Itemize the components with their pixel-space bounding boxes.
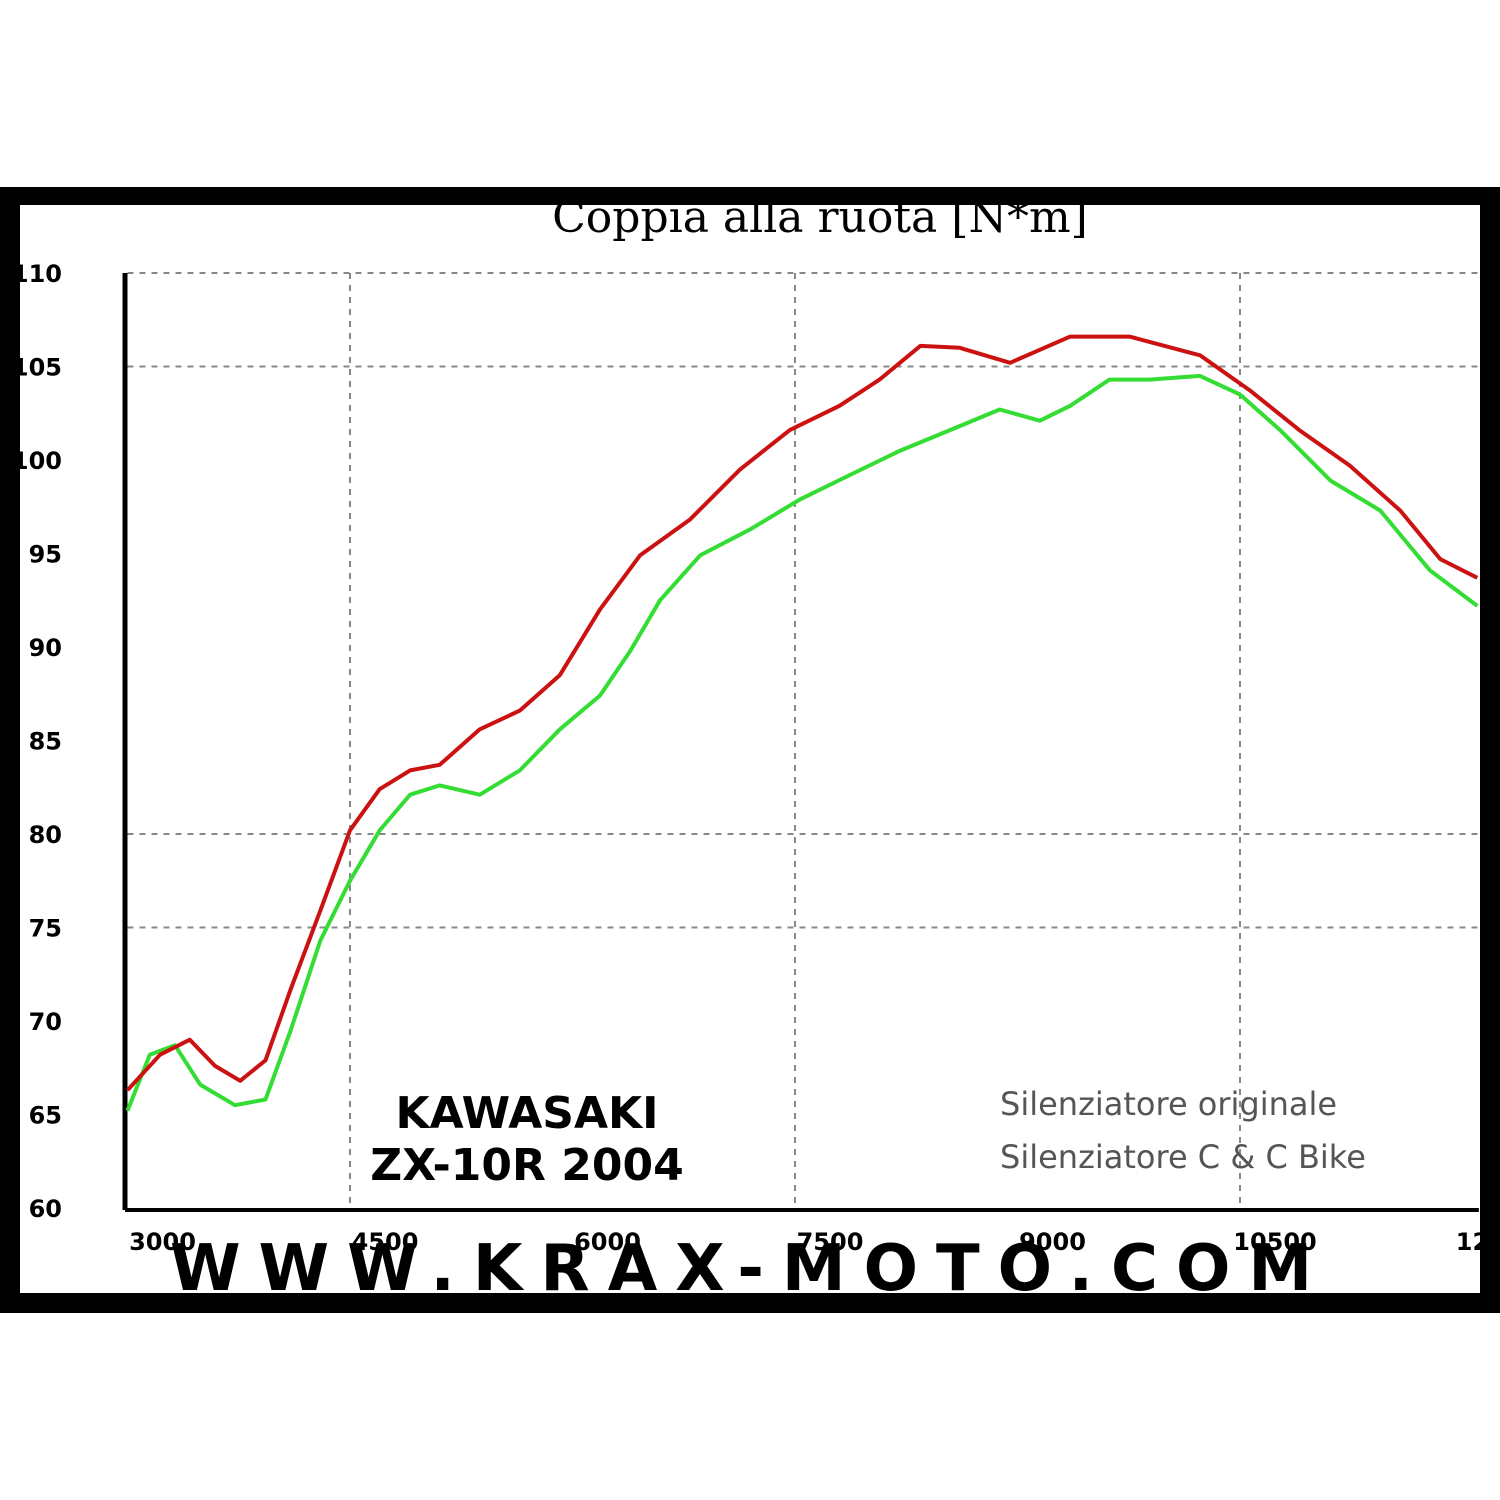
frame-edge	[0, 187, 1500, 205]
y-tick-label: 85	[29, 728, 62, 756]
y-tick-label: 65	[29, 1102, 62, 1130]
y-tick-label: 60	[29, 1195, 62, 1223]
y-tick-label: 110	[12, 260, 62, 288]
y-tick-label: 95	[29, 541, 62, 569]
y-tick-label: 105	[12, 354, 62, 382]
line-series	[125, 373, 1479, 1112]
y-tick-label: 75	[29, 915, 62, 943]
legend-label: Silenziatore originale	[1000, 1085, 1337, 1123]
x-tick-label: 3000	[129, 1228, 196, 1256]
y-tick-label: 100	[12, 447, 62, 475]
frame	[0, 187, 1500, 1313]
x-tick-label: 10500	[1233, 1228, 1317, 1256]
y-tick-label: 70	[29, 1008, 62, 1036]
annotation: KAWASAKI	[396, 1088, 659, 1139]
y-tick-label: 80	[29, 821, 62, 849]
frame-edge	[0, 1293, 1500, 1313]
x-tick-label: 4500	[352, 1228, 419, 1256]
legend-label: Silenziatore C & C Bike	[1000, 1138, 1366, 1176]
x-tick-label: 6000	[574, 1228, 641, 1256]
frame-edge	[0, 187, 20, 1313]
plot: 60 65 70 75 80 85 90 95 100 105 110 3000 4500 6000 750…	[12, 260, 1500, 1256]
annotation: ZX-10R 2004	[370, 1140, 683, 1191]
frame-edge	[1480, 187, 1500, 1313]
line-series	[126, 334, 1479, 1092]
x-tick-label: 9000	[1019, 1228, 1086, 1256]
x-tick-label: 7500	[797, 1228, 864, 1256]
y-tick-label: 90	[29, 634, 62, 662]
